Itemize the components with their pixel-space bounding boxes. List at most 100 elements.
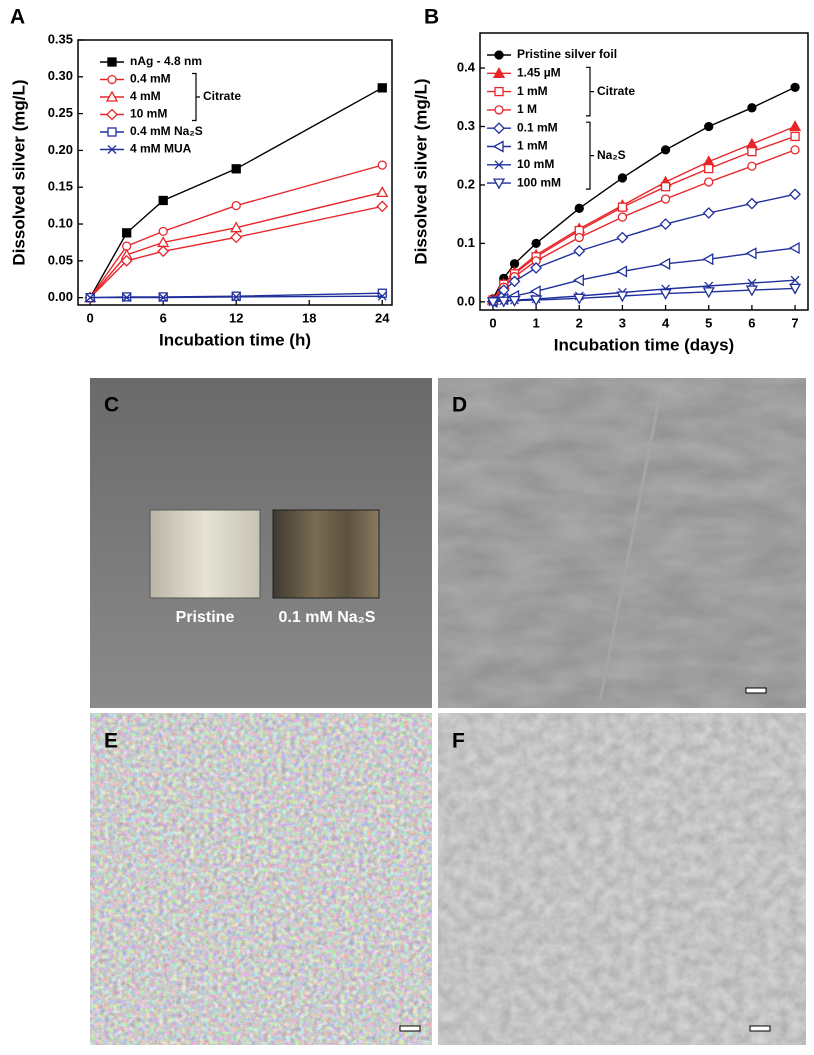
marker [617,212,628,222]
marker [377,160,387,170]
marker [572,274,584,287]
y-tick-label: 0.05 [48,252,73,267]
legend-label: 4 mM [130,89,161,103]
x-tick-label: 0 [87,310,94,325]
marker [747,146,757,157]
marker [702,287,715,299]
legend-label: 10 mM [517,157,554,171]
marker [492,66,506,78]
legend-label: 0.4 mM [130,72,171,86]
marker [105,90,119,102]
marker [231,200,241,211]
marker [574,232,584,243]
legend-label: 0.1 mM [517,120,558,134]
marker [704,163,714,174]
marker [704,177,714,187]
marker [574,203,584,213]
marker [231,292,241,302]
legend-label: 4 mM MUA [130,142,192,156]
marker [745,285,758,297]
marker [788,283,802,295]
marker [702,207,715,219]
marker [106,108,118,121]
y-tick-label: 0.1 [457,235,475,250]
marker [122,293,132,303]
y-tick-label: 0.10 [48,215,73,230]
treated-foil [272,509,380,599]
y-tick-label: 0.25 [48,105,73,120]
series-line [492,86,796,300]
x-tick-label: 5 [705,315,712,330]
panel-label: B [424,6,439,29]
marker [107,57,117,67]
x-tick-label: 6 [748,315,755,330]
marker [745,137,758,149]
legend-bracket [586,121,594,190]
x-tick-label: 18 [302,310,316,325]
plot-frame [77,39,393,306]
marker [494,105,504,115]
panel-label: E [104,730,118,753]
marker [616,291,629,303]
y-tick-label: 0.00 [48,289,73,304]
marker [230,231,243,244]
marker [157,245,170,258]
pristine-foil [149,509,261,599]
legend-label: 1 mM [517,84,548,98]
marker [493,122,505,135]
y-tick-label: 0.35 [48,31,73,46]
y-tick-label: 0.2 [457,176,475,191]
x-tick-label: 0 [489,315,496,330]
plot-frame [479,32,809,311]
x-tick-label: 2 [576,315,583,330]
y-tick-label: 0.0 [457,293,475,308]
marker [231,164,241,174]
marker [377,288,387,298]
legend-label: 1.45 µM [517,65,561,79]
marker [494,86,504,97]
marker [508,275,521,288]
x-tick-label: 1 [532,315,539,330]
x-tick-label: 4 [662,315,670,330]
marker [158,293,168,303]
legend-label: 10 mM [130,107,167,121]
marker [573,293,586,305]
caption: 0.1 mM Na₂S [279,609,376,626]
marker [747,161,757,171]
marker [377,83,387,93]
marker [790,145,800,155]
marker [494,160,504,170]
sem-texture [90,713,432,1045]
legend-label: Pristine silver foil [517,47,617,61]
legend-group-label: Citrate [203,89,241,103]
y-tick-label: 0.30 [48,68,73,83]
panel-label: C [104,394,119,417]
scale-bar [745,687,767,694]
marker [745,247,757,260]
marker [616,231,629,244]
marker [508,296,521,307]
y-tick-label: 0.3 [457,118,475,133]
marker [120,254,133,267]
panel-d [438,378,806,708]
marker [660,145,671,155]
marker [788,120,802,132]
marker [530,295,543,307]
scratch [598,394,662,701]
x-tick-label: 24 [375,310,390,325]
legend-bracket [586,66,594,117]
marker [492,178,506,190]
marker [530,262,543,274]
marker [789,188,801,201]
marker [122,228,132,238]
marker [158,195,168,206]
panel-label: D [452,394,467,417]
marker [617,202,628,212]
panel-f [438,713,806,1045]
marker [531,238,541,249]
marker [659,257,671,270]
marker [790,82,800,92]
marker [616,265,628,278]
marker [702,253,714,266]
